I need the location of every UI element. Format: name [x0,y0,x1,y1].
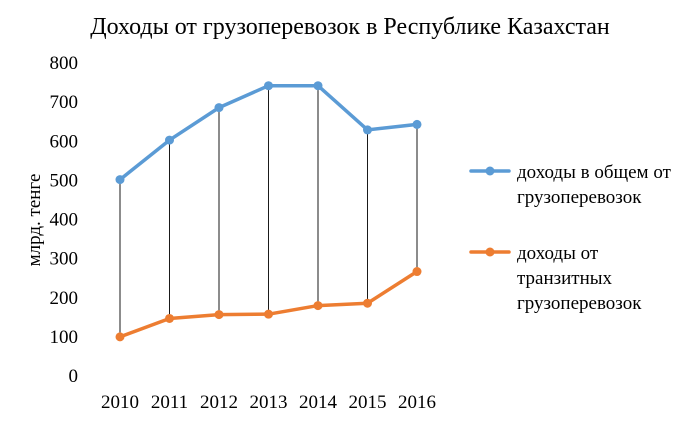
data-point [313,81,323,91]
series-layer [115,81,422,342]
legend-item-2: доходы от транзитных грузоперевозок [469,243,642,314]
x-tick-label: 2011 [151,392,188,413]
legend-label: доходы от [517,243,599,264]
series-1 [115,81,422,185]
x-tick-label: 2016 [398,392,436,413]
data-point [165,135,174,145]
drop-lines [119,85,418,337]
data-point [115,332,125,342]
data-point [363,298,372,308]
y-tick-label: 400 [50,210,79,231]
y-tick-label: 500 [50,170,79,191]
y-tick-label: 100 [50,327,79,348]
chart-title: Доходы от грузоперевозок в Республике Ка… [90,14,610,40]
legend-label: грузоперевозок [517,293,642,314]
legend-item-1: доходы в общем от грузоперевозок [469,162,672,208]
x-tick-label: 2013 [250,392,288,413]
data-point [214,310,224,320]
y-tick-label: 600 [50,131,79,152]
data-point [264,309,273,319]
data-point [363,125,372,135]
x-tick-label: 2010 [101,392,139,413]
x-axis-ticks: 2010 2011 2012 2013 2014 2015 2016 [101,392,436,413]
data-point [264,81,273,91]
data-point [115,175,125,185]
data-point [313,301,323,311]
y-tick-label: 700 [50,92,79,113]
x-tick-label: 2015 [349,392,387,413]
y-tick-label: 800 [50,53,79,74]
legend-label: транзитных [517,268,613,289]
y-axis-ticks: 0 100 200 300 400 500 600 700 800 [50,53,79,387]
y-axis-label: млрд. тенге [24,174,45,267]
legend-label: доходы в общем от [517,162,672,183]
data-point [412,267,422,277]
legend-label: грузоперевозок [517,187,642,208]
legend-marker-icon [485,247,495,257]
legend-marker-icon [485,166,495,176]
y-tick-label: 200 [50,288,79,309]
data-point [214,103,224,113]
data-point [412,119,422,129]
series-2 [115,267,422,342]
y-tick-label: 300 [50,249,79,270]
data-point [165,313,174,323]
x-tick-label: 2014 [299,392,338,413]
y-tick-label: 0 [69,366,79,387]
x-tick-label: 2012 [200,392,238,413]
